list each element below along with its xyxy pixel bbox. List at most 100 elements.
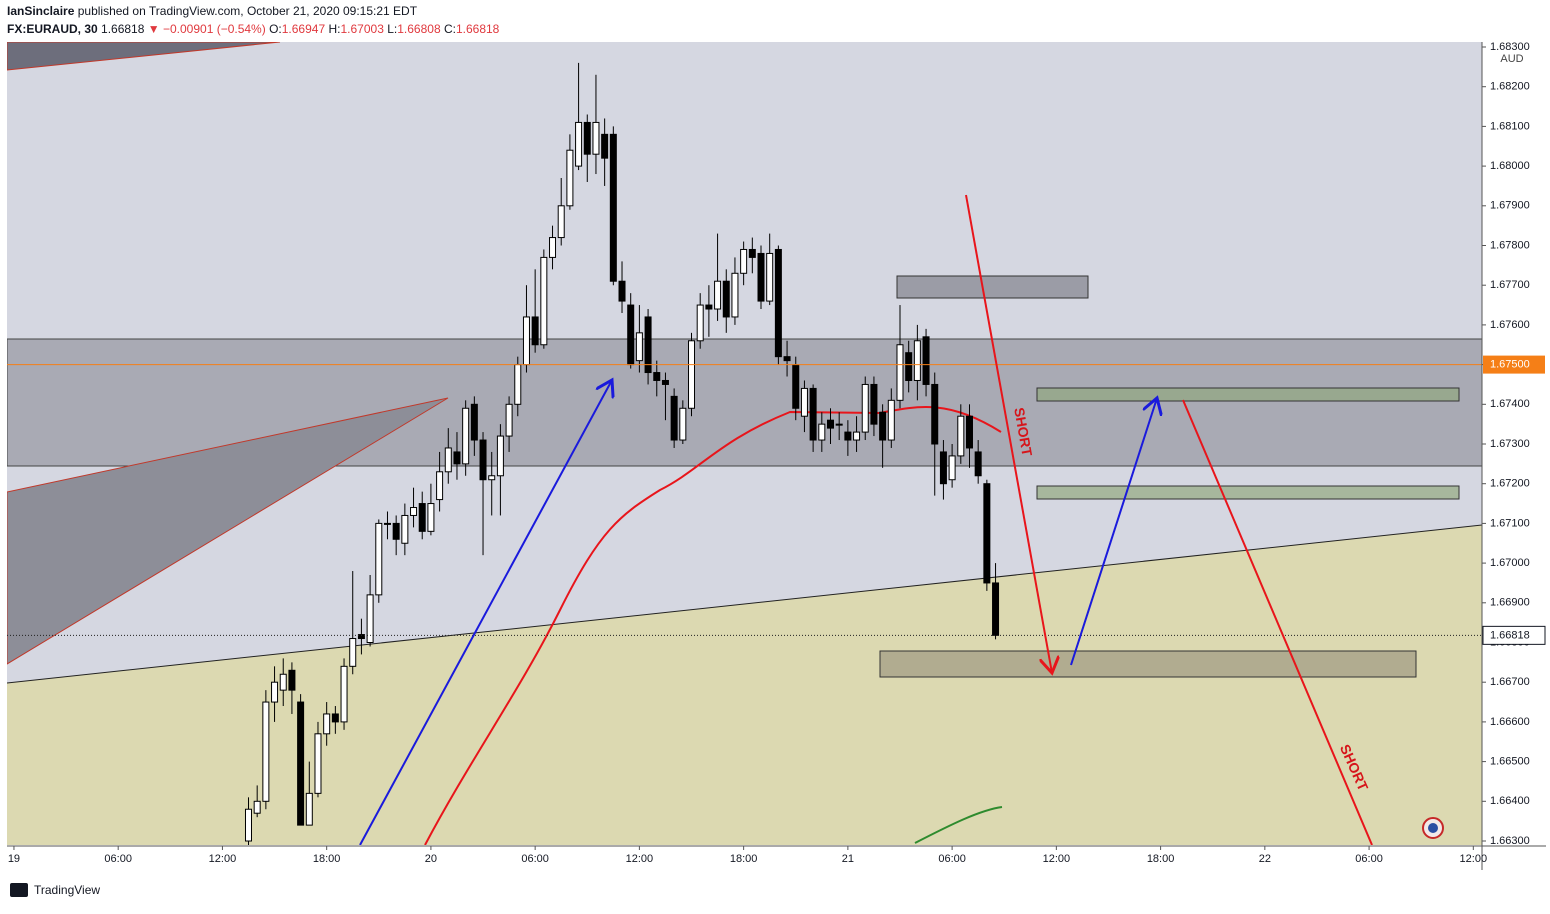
left-margin [1,42,7,870]
x-tick-label: 20 [425,853,437,865]
candle-body [479,439,487,481]
candle-body [314,733,322,794]
y-tick-label: 1.67300 [1490,438,1530,450]
candle-body [661,379,669,385]
published: published on TradingView.com, October 21… [78,4,418,18]
candle-body [766,252,774,302]
brand: TradingView [34,883,100,897]
candle-body [531,316,539,346]
x-tick-label: 12:00 [1043,853,1071,865]
moving-average [424,406,1002,845]
candle-body [774,248,782,358]
y-tick-label: 1.68100 [1490,120,1530,132]
header-line-1: IanSinclaire published on TradingView.co… [7,4,418,18]
zone-box [1036,485,1460,500]
candle-body [826,419,834,429]
candle-body [722,280,730,318]
candle-body [462,407,470,465]
y-tick-label: 1.66500 [1490,756,1530,768]
candle-body [705,304,713,310]
candle-body [670,395,678,441]
candle-body [540,256,548,346]
x-tick-label: 21 [842,853,854,865]
candle-body [505,403,513,437]
candle-body [740,248,748,274]
candle-body [288,669,296,691]
candle-body [635,332,643,362]
candle-body [965,415,973,449]
candle-body [696,304,704,342]
y-tick-label: 1.68300 [1490,41,1530,53]
candle-body [861,383,869,433]
arrow [1182,399,1373,845]
candle-body [279,673,287,691]
o-value: 1.66947 [282,22,326,36]
candle-body [522,316,530,366]
candle-body [331,713,339,723]
candle-body [653,372,661,381]
candle-body [262,701,270,802]
candle-body [879,411,887,441]
header-line-2: FX:EURAUD, 30 1.66818 ▼ −0.00901 (−0.54%… [7,22,500,36]
y-tick-label: 1.66600 [1490,716,1530,728]
candle-body [383,522,391,525]
zone-box [879,650,1417,678]
h-label: H: [328,22,340,36]
wedge-top [7,42,281,71]
arrow [1070,398,1157,666]
change: ▼ −0.00901 (−0.54%) [148,22,266,36]
candles [7,62,1482,845]
y-tick-label: 1.67400 [1490,398,1530,410]
candle-body [436,471,444,501]
l-label: L: [387,22,397,36]
y-tick-label: 1.67100 [1490,517,1530,529]
zone-box [896,275,1089,299]
candle-body [835,423,843,426]
level-label: 1.67500 [1490,359,1530,371]
candle-body [253,800,261,814]
trendline [7,524,1482,684]
candle-body [349,638,357,667]
level-label-bg [1483,355,1545,374]
candle-body [800,387,808,417]
y-tick-label: 1.66300 [1490,835,1530,847]
y-tick-label: 1.67600 [1490,319,1530,331]
wedge [7,397,449,665]
candle-body [931,383,939,445]
icon-dot [1428,823,1438,833]
x-tick-label: 22 [1259,853,1271,865]
candle-body [357,634,365,640]
candle-body [601,133,609,159]
candle-body [905,352,913,381]
candle-body [992,582,1000,636]
candle-body [401,514,409,544]
candle-body [496,435,504,477]
candle-body [366,594,374,643]
candle-body [844,431,852,441]
candle-body [410,507,418,516]
currency: AUD [1500,53,1523,65]
y-tick-label: 1.67000 [1490,557,1530,569]
candle-body [792,364,800,409]
candle-body [748,248,756,258]
arrow [965,194,1052,673]
candle-body [470,403,478,441]
candle-body [983,483,991,584]
x-tick-label: 18:00 [730,853,758,865]
price: 1.66818 [101,22,145,36]
candle-body [887,399,895,441]
candle-body [444,447,452,473]
candle-body [939,451,947,485]
c-value: 1.66818 [456,22,500,36]
candle-body [957,415,965,457]
candle-body [557,205,565,239]
candle-body [853,431,861,441]
candle-body [418,503,426,532]
candle-body [375,522,383,596]
y-tick-label: 1.66400 [1490,795,1530,807]
candle-body [922,336,930,385]
arrow [359,380,612,845]
h-value: 1.67003 [340,22,384,36]
